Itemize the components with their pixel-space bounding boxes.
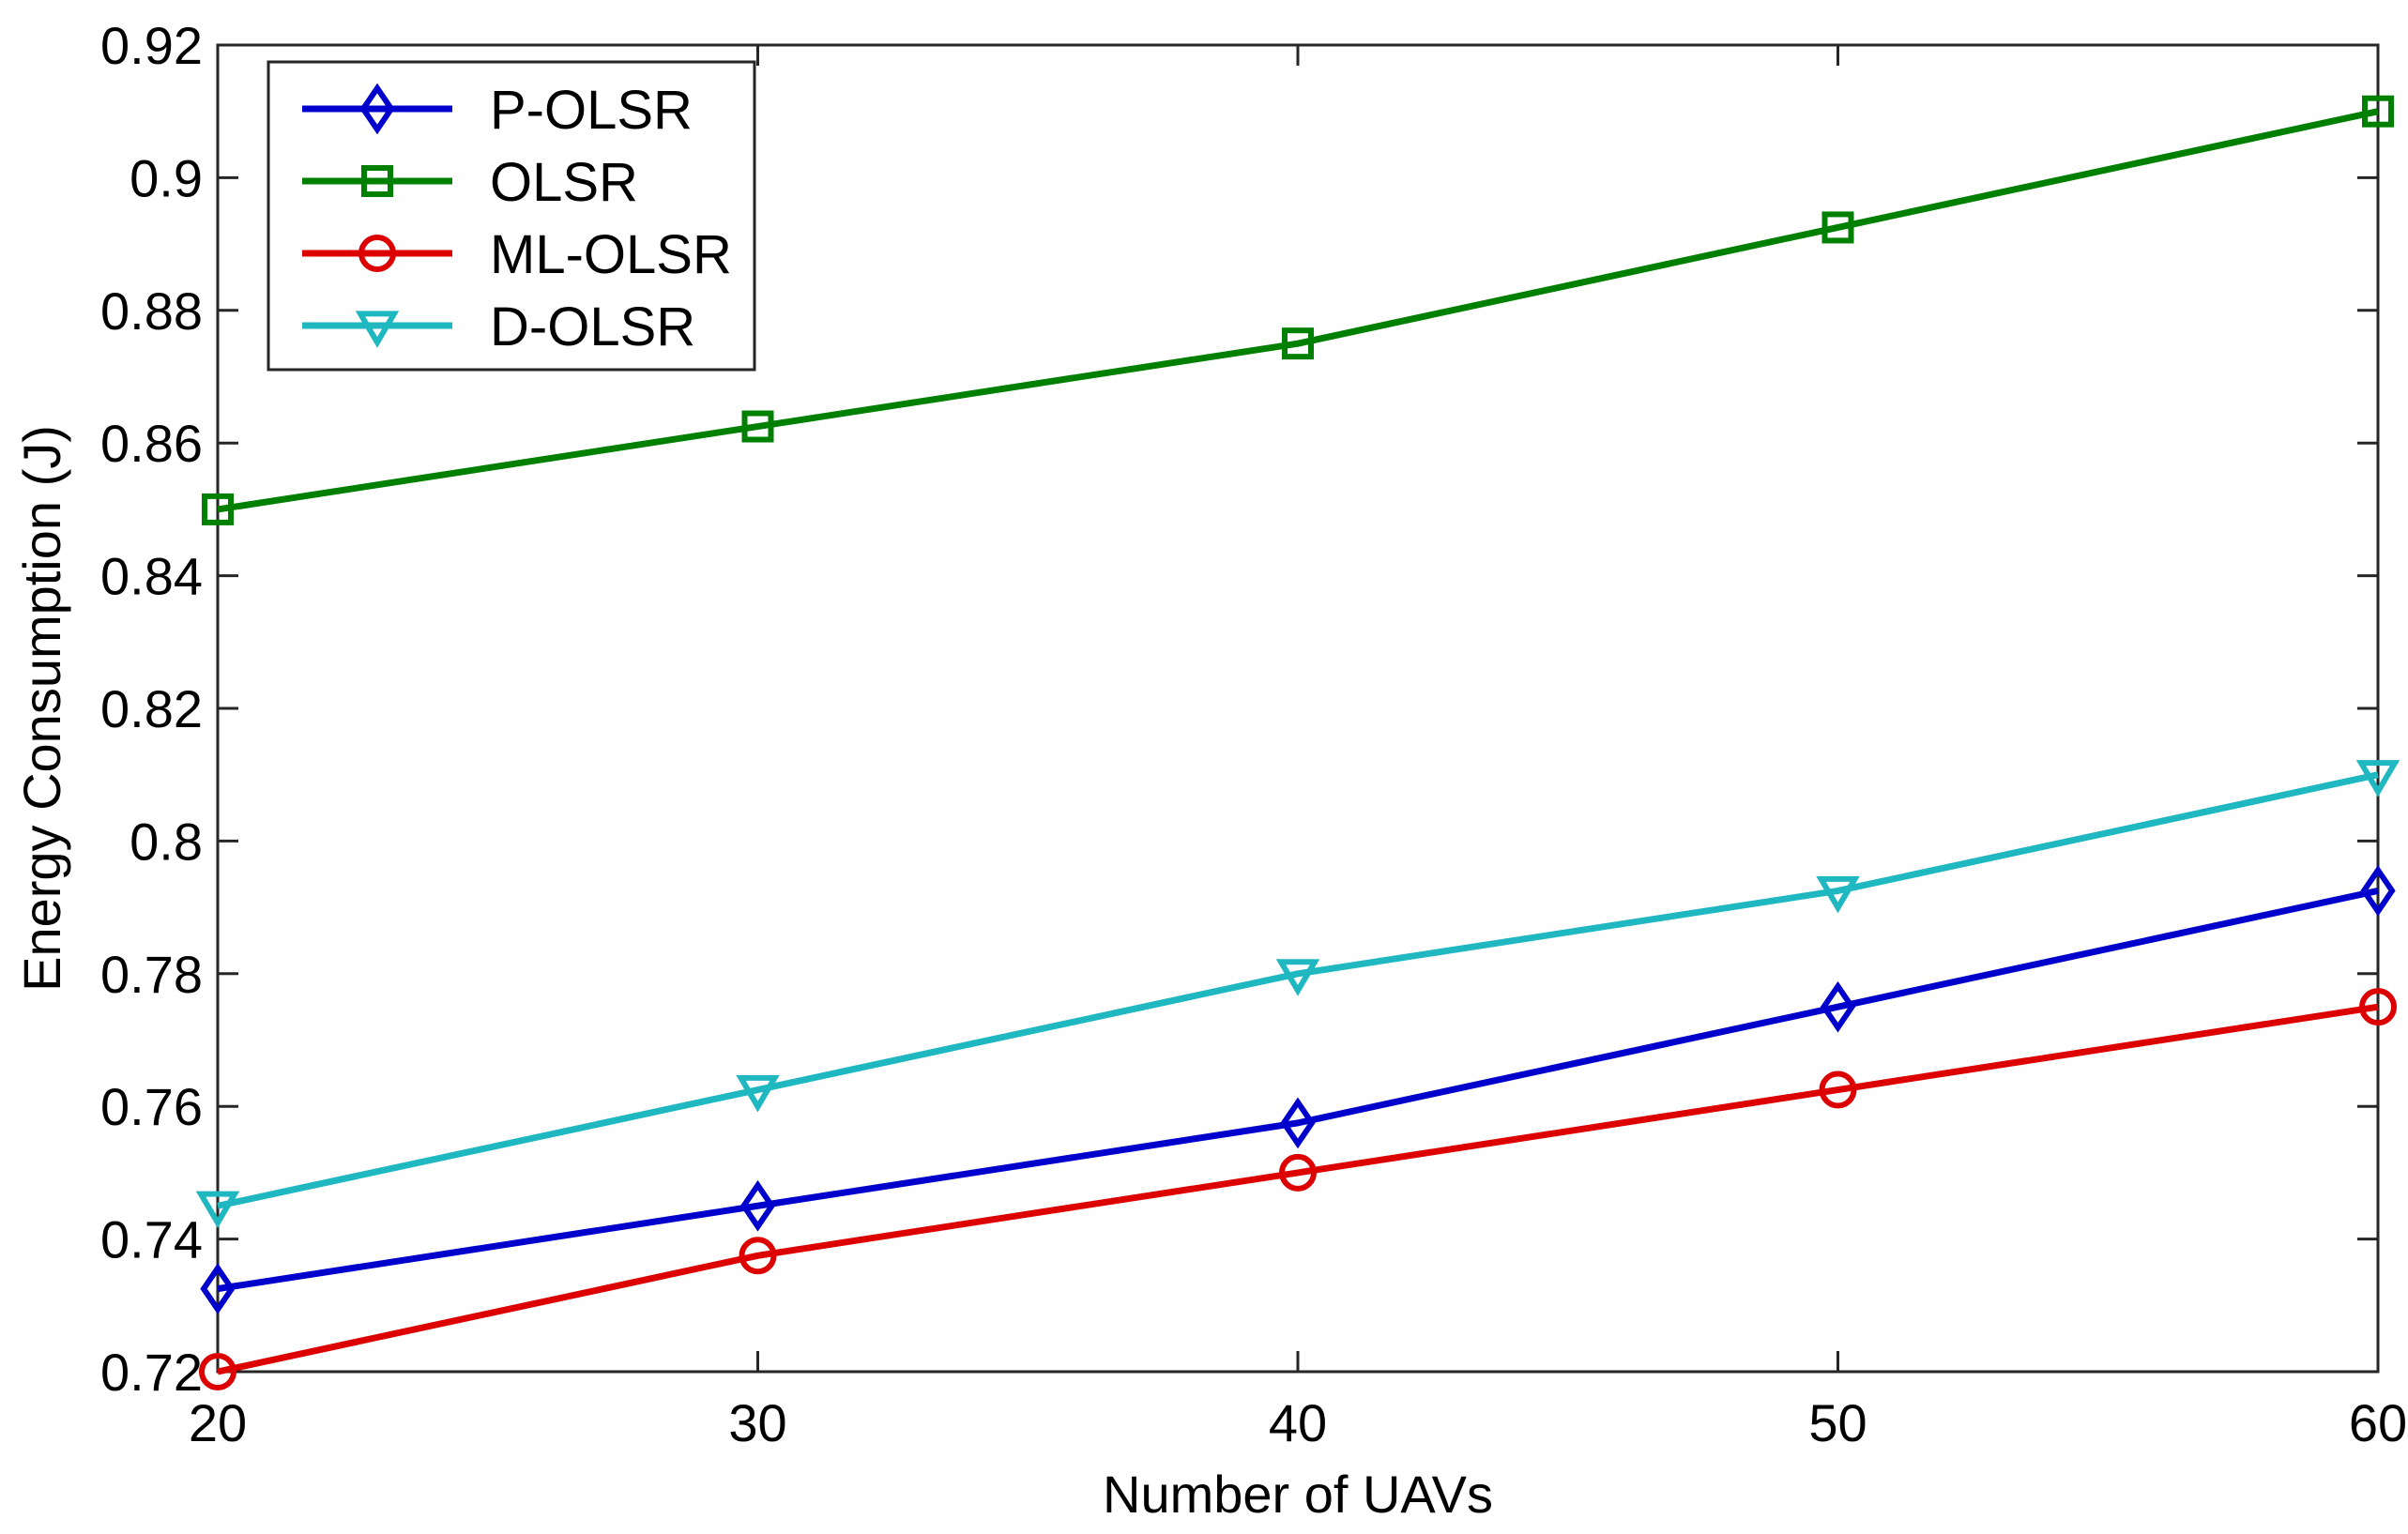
y-tick-label: 0.8 [130, 812, 203, 871]
data-point [736, 1074, 780, 1113]
y-tick-label: 0.72 [100, 1343, 203, 1402]
data-point [2362, 95, 2394, 128]
data-point [1816, 875, 1860, 914]
series-line [217, 771, 2379, 1209]
legend-label: D-OLSR [490, 296, 695, 357]
y-axis-ticks: 0.72 0.74 0.76 0.78 0.8 0.82 0.84 0.86 0.88 0.9 0.… [100, 16, 2378, 1402]
data-point [739, 1237, 777, 1275]
y-tick-label: 0.9 [130, 148, 203, 207]
y-tick-label: 0.82 [100, 679, 203, 738]
x-tick-label: 60 [2349, 1393, 2407, 1452]
y-tick-label: 0.74 [100, 1210, 203, 1269]
x-axis-ticks: 20 30 40 50 60 [189, 45, 2407, 1452]
y-tick-label: 0.88 [100, 281, 203, 341]
series-line [217, 1003, 2379, 1375]
data-point [1820, 980, 1856, 1033]
data-point [741, 410, 774, 443]
legend-marker [358, 235, 396, 272]
series-layer [195, 95, 2400, 1390]
legend-item-ml-olsr: ML-OLSR [302, 224, 732, 285]
legend-label: ML-OLSR [490, 224, 732, 285]
legend-box [267, 60, 756, 372]
data-point [739, 1179, 776, 1232]
y-tick-label: 0.84 [100, 547, 203, 606]
series-ml-olsr [199, 988, 2397, 1390]
data-point [1282, 327, 1314, 360]
data-point [1819, 1071, 1857, 1109]
x-tick-label: 30 [728, 1393, 786, 1452]
x-axis-label: Number of UAVs [1103, 1465, 1493, 1524]
data-point [200, 1263, 236, 1314]
legend-marker [359, 83, 395, 135]
legend-marker [361, 165, 393, 197]
y-tick-label: 0.86 [100, 414, 203, 473]
data-point [1280, 1097, 1316, 1149]
data-point [2355, 760, 2400, 797]
y-tick-label: 0.78 [100, 945, 203, 1004]
data-point [199, 1353, 236, 1390]
series-olsr [202, 95, 2394, 525]
data-point [1279, 1153, 1317, 1192]
data-point [1821, 211, 1854, 244]
legend-label: OLSR [490, 152, 638, 213]
y-tick-label: 0.76 [100, 1077, 203, 1136]
legend-item-olsr: OLSR [302, 152, 638, 213]
legend-label: P-OLSR [490, 80, 693, 141]
x-tick-label: 40 [1269, 1393, 1327, 1452]
legend-marker [355, 311, 400, 348]
series-line [217, 108, 2379, 513]
legend-item-d-olsr: D-OLSR [302, 296, 695, 357]
x-tick-label: 50 [1808, 1393, 1867, 1452]
y-axis-label: Energy Consumption (J) [12, 425, 71, 992]
legend: P-OLSR OLSR ML-OLSR D-OLSR [267, 60, 756, 372]
data-point [195, 1191, 240, 1229]
data-point [2360, 865, 2396, 917]
series-p-olsr [200, 865, 2396, 1314]
series-d-olsr [195, 760, 2400, 1229]
x-tick-label: 20 [189, 1393, 247, 1452]
legend-item-p-olsr: P-OLSR [302, 80, 693, 141]
data-point [202, 493, 234, 525]
data-point [2359, 988, 2397, 1026]
y-tick-label: 0.92 [100, 16, 203, 75]
series-line [217, 888, 2379, 1293]
data-point [1275, 959, 1320, 996]
